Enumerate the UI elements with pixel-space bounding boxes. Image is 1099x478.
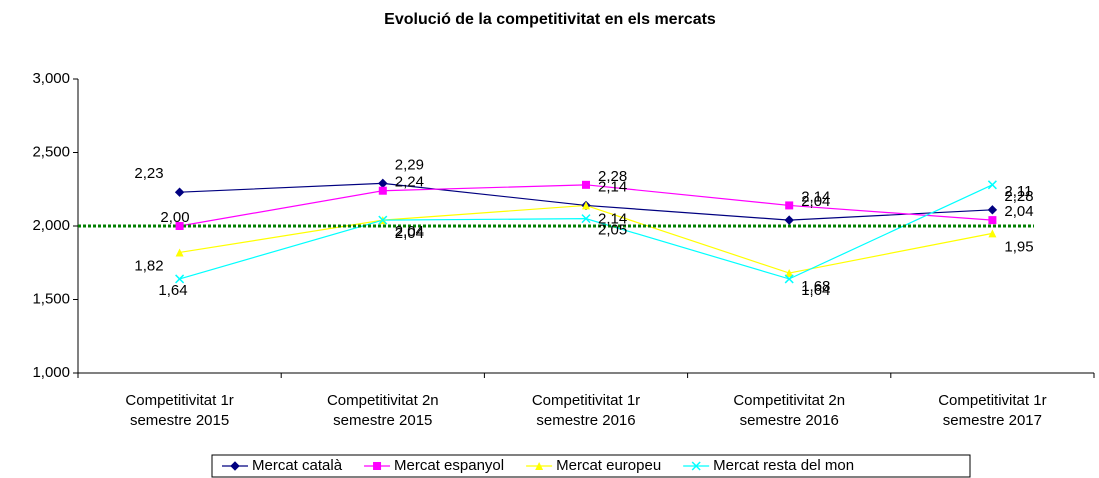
marker	[230, 461, 240, 471]
data-label: 2,04	[395, 225, 424, 242]
marker	[175, 222, 184, 230]
data-label: 1,82	[134, 257, 163, 274]
marker	[987, 180, 997, 190]
marker	[784, 274, 794, 284]
marker	[175, 274, 185, 284]
marker	[987, 205, 998, 215]
data-label: 2,14	[801, 188, 830, 205]
marker	[581, 214, 591, 224]
marker	[691, 461, 701, 471]
y-tick-label: 2,500	[32, 143, 70, 160]
series-line	[179, 184, 993, 280]
marker	[174, 187, 185, 197]
y-tick-label: 1,000	[32, 364, 70, 381]
data-label: 2,00	[160, 209, 189, 226]
data-label: 2,04	[801, 193, 830, 210]
x-tick-label: Competitivitat 1r semestre 2017	[938, 392, 1047, 429]
marker	[988, 229, 997, 238]
data-label: 2,29	[395, 156, 424, 173]
data-label: 1,68	[801, 278, 830, 295]
y-tick-label: 3,000	[32, 70, 70, 87]
x-tick-label: Competitivitat 1r semestre 2016	[531, 392, 641, 429]
data-label: 2,04	[1004, 203, 1033, 220]
marker	[988, 216, 997, 225]
x-tick-label: Competitivitat 2n semestre 2016	[733, 392, 846, 429]
data-label: 2,11	[1004, 183, 1032, 200]
legend-label: Mercat espanyol	[394, 457, 504, 474]
data-label: 2,14	[598, 210, 627, 227]
marker	[373, 462, 382, 470]
marker	[175, 248, 184, 257]
marker	[582, 201, 590, 210]
chart-title: Evolució de la competitivitat en els mer…	[384, 11, 716, 28]
data-label: 2,04	[395, 223, 424, 240]
y-tick-label: 1,500	[32, 290, 70, 307]
marker	[378, 178, 388, 189]
data-label: 2,24	[395, 174, 424, 191]
data-label: 1,64	[801, 282, 830, 299]
x-tick-label: Competitivitat 2n semestre 2015	[326, 392, 439, 429]
data-label: 2,14	[598, 178, 627, 195]
marker	[378, 215, 388, 225]
data-label: 1,95	[1004, 238, 1033, 255]
x-tick-label: Competitivitat 1r semestre 2015	[125, 392, 234, 429]
marker	[378, 186, 387, 195]
data-label: 1,64	[158, 282, 187, 299]
legend-label: Mercat català	[252, 457, 343, 474]
marker	[784, 215, 794, 225]
legend-box	[211, 454, 971, 478]
data-label: 2,28	[598, 168, 627, 185]
data-label: 2,05	[598, 222, 627, 239]
legend-label: Mercat europeu	[556, 457, 661, 474]
marker	[785, 269, 794, 278]
y-tick-label: 2,000	[32, 217, 70, 234]
marker	[785, 201, 794, 210]
marker	[535, 462, 544, 470]
marker	[582, 180, 590, 189]
legend-label: Mercat resta del mon	[713, 457, 854, 474]
data-label: 2,23	[134, 165, 163, 182]
data-label: 2,28	[1004, 188, 1033, 205]
